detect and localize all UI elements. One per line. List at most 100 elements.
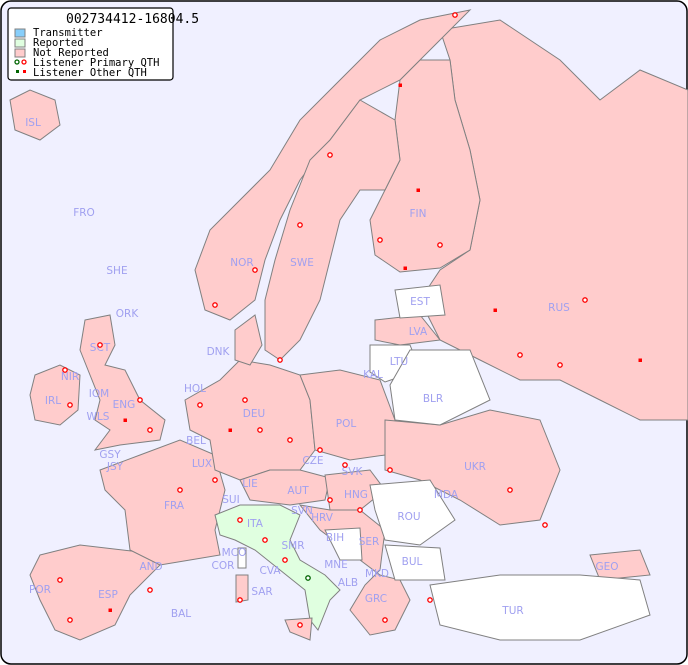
country-label-hrv: HRV bbox=[311, 512, 334, 524]
legend: 002734412-16804.5 Transmitter Reported N… bbox=[7, 7, 199, 81]
country-swe bbox=[264, 99, 401, 361]
listener-primary-qth-marker bbox=[67, 402, 73, 408]
country-gbr bbox=[79, 314, 166, 451]
country-label-smr: SMR bbox=[281, 540, 304, 552]
listener-primary-qth-marker bbox=[282, 557, 288, 563]
legend-box bbox=[7, 7, 174, 81]
country-label-svk: SVK bbox=[342, 466, 364, 478]
listener-primary-qth-marker bbox=[177, 487, 183, 493]
country-label-cze: CZE bbox=[302, 455, 323, 467]
listener-primary-qth-marker bbox=[262, 537, 268, 543]
listener-primary-qth-marker bbox=[137, 397, 143, 403]
country-dnk bbox=[234, 314, 263, 366]
reported-swatch bbox=[14, 38, 26, 48]
country-geo bbox=[589, 549, 651, 581]
country-label-ork: ORK bbox=[116, 308, 140, 320]
listener-primary-qth-marker bbox=[257, 427, 263, 433]
country-label-kal: KAL bbox=[363, 369, 383, 381]
listener-primary-qth-marker bbox=[317, 447, 323, 453]
country-label-deu: DEU bbox=[243, 408, 265, 420]
country-label-nor: NOR bbox=[230, 257, 253, 269]
legend-not-reported: Not Reported bbox=[33, 47, 109, 59]
country-pol bbox=[299, 369, 396, 461]
listener-other-qth-marker bbox=[123, 418, 127, 422]
country-label-tur: TUR bbox=[501, 605, 523, 617]
country-label-lie: LIE bbox=[242, 478, 258, 490]
country-irl bbox=[29, 364, 81, 426]
country-label-svn: SVN bbox=[291, 505, 313, 517]
country-label-fra: FRA bbox=[164, 500, 185, 512]
listener-primary-qth-marker bbox=[212, 302, 218, 308]
not-reported-swatch bbox=[14, 48, 26, 58]
listener-primary-qth-marker bbox=[507, 487, 513, 493]
listener-primary-qth-marker bbox=[212, 477, 218, 483]
listener-primary-qth-marker bbox=[277, 357, 283, 363]
country-label-isl: ISL bbox=[25, 117, 41, 129]
listener-primary-qth-marker bbox=[452, 12, 458, 18]
country-label-ser: SER bbox=[359, 536, 380, 548]
country-label-pol: POL bbox=[336, 418, 357, 430]
country-label-mda: MDA bbox=[434, 489, 459, 501]
country-label-gsy: GSY bbox=[99, 449, 121, 461]
listener-primary-qth-marker bbox=[327, 497, 333, 503]
country-label-she: SHE bbox=[106, 265, 127, 277]
legend-other-qth: Listener Other QTH bbox=[33, 67, 147, 79]
listener-primary-qth-marker bbox=[252, 267, 258, 273]
country-label-por: POR bbox=[29, 584, 51, 596]
listener-primary-qth-marker bbox=[387, 467, 393, 473]
listener-primary-qth-marker bbox=[147, 427, 153, 433]
listener-markers bbox=[57, 12, 642, 628]
country-label-nir: NIR bbox=[61, 371, 79, 383]
listener-primary-qth-marker bbox=[377, 237, 383, 243]
listener-other-qth-marker bbox=[228, 428, 232, 432]
country-label-lux: LUX bbox=[192, 458, 212, 470]
country-isl bbox=[9, 89, 61, 141]
country-tur bbox=[429, 574, 651, 641]
country-label-bul: BUL bbox=[402, 556, 423, 568]
country-label-rus: RUS bbox=[548, 302, 570, 314]
other-qth-green-icon bbox=[16, 70, 19, 73]
country-label-blr: BLR bbox=[423, 393, 443, 405]
listener-primary-qth-marker bbox=[147, 587, 153, 593]
country-fra bbox=[99, 439, 226, 566]
other-qth-red-icon bbox=[23, 70, 26, 73]
listener-other-qth-marker bbox=[638, 358, 642, 362]
map-title: 002734412-16804.5 bbox=[66, 12, 199, 27]
country-label-ltu: LTU bbox=[390, 356, 409, 368]
country-label-sui: SUI bbox=[222, 494, 239, 506]
country-label-ukr: UKR bbox=[464, 461, 486, 473]
listener-primary-qth-marker bbox=[542, 522, 548, 528]
listener-primary-qth-marker bbox=[517, 352, 523, 358]
listener-primary-qth-marker bbox=[62, 367, 68, 373]
listener-primary-qth-marker bbox=[297, 222, 303, 228]
listener-primary-qth-marker bbox=[297, 622, 303, 628]
country-label-sar: SAR bbox=[251, 586, 272, 598]
country-esp bbox=[29, 544, 161, 641]
transmitter-swatch bbox=[14, 28, 26, 38]
listener-other-qth-marker bbox=[416, 188, 420, 192]
listener-primary-qth-marker bbox=[237, 597, 243, 603]
listener-primary-qth-marker bbox=[557, 362, 563, 368]
country-rou bbox=[369, 479, 456, 546]
legend-reported: Reported bbox=[33, 37, 84, 49]
country-label-geo: GEO bbox=[595, 561, 618, 573]
country-label-cva: CVA bbox=[259, 565, 281, 577]
country-cor bbox=[237, 547, 247, 569]
country-label-fin: FIN bbox=[410, 208, 427, 220]
country-label-mkd: MKD bbox=[365, 568, 389, 580]
country-bul bbox=[384, 544, 446, 581]
legend-transmitter: Transmitter bbox=[33, 27, 103, 39]
country-sar bbox=[235, 574, 249, 603]
primary-qth-green-icon bbox=[14, 59, 20, 65]
country-label-est: EST bbox=[410, 296, 430, 308]
country-label-wls: WLS bbox=[87, 411, 110, 423]
listener-primary-qth-green-marker bbox=[305, 575, 311, 581]
listener-other-qth-marker bbox=[493, 308, 497, 312]
listener-primary-qth-marker bbox=[197, 402, 203, 408]
country-label-fro: FRO bbox=[73, 207, 95, 219]
country-label-irl: IRL bbox=[45, 395, 61, 407]
listener-primary-qth-marker bbox=[582, 297, 588, 303]
listener-other-qth-marker bbox=[403, 266, 407, 270]
